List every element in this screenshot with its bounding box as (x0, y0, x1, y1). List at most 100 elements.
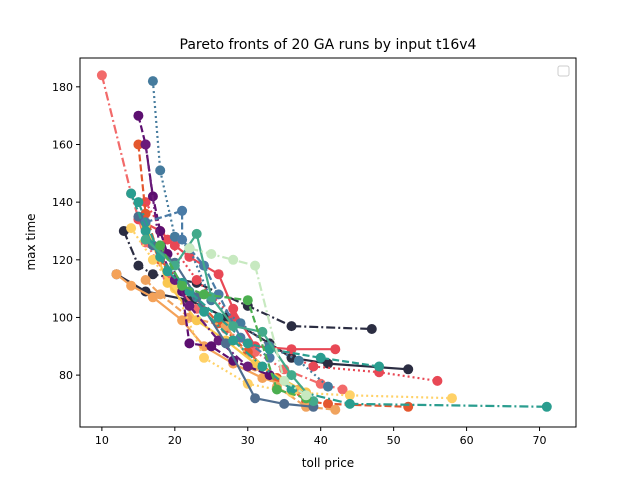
data-point (541, 401, 552, 412)
data-point (184, 251, 195, 262)
data-point (293, 355, 304, 366)
data-point (177, 280, 188, 291)
data-point (323, 381, 333, 392)
data-point (155, 165, 166, 176)
data-point (155, 289, 166, 300)
data-point (191, 315, 202, 326)
data-point (242, 295, 253, 306)
series-line (144, 279, 336, 411)
data-point (432, 375, 443, 386)
data-point (228, 303, 239, 314)
data-point (344, 390, 355, 401)
data-point (140, 139, 151, 150)
data-point (315, 352, 326, 363)
data-point (147, 76, 158, 87)
series-layer (96, 70, 552, 415)
data-point (133, 211, 144, 222)
data-point (279, 375, 290, 386)
data-point (206, 341, 217, 352)
data-point (286, 321, 297, 332)
series-20 (184, 243, 312, 401)
data-point (111, 269, 122, 280)
data-point (308, 361, 319, 372)
data-point (279, 398, 290, 409)
data-point (177, 205, 188, 216)
data-point (330, 344, 341, 355)
x-axis-label: toll price (302, 456, 354, 470)
data-point (403, 401, 414, 412)
data-point (228, 254, 239, 265)
data-point (301, 390, 312, 401)
data-point (250, 260, 261, 271)
data-point (447, 393, 457, 404)
data-point (191, 275, 202, 285)
data-point (133, 139, 144, 150)
data-point (177, 234, 188, 245)
x-tick-label: 60 (460, 434, 474, 447)
y-tick-label: 180 (52, 81, 73, 94)
y-tick-label: 160 (52, 138, 73, 151)
data-point (228, 321, 239, 332)
data-point (257, 326, 268, 337)
series-line (144, 232, 315, 402)
data-point (286, 370, 297, 381)
data-point (403, 364, 414, 375)
data-point (140, 234, 151, 245)
data-point (257, 361, 268, 372)
series-line (159, 244, 307, 400)
series-line (144, 201, 438, 382)
series-9 (126, 223, 457, 404)
data-point (213, 312, 224, 323)
data-point (169, 240, 180, 251)
data-point (374, 361, 385, 372)
data-point (250, 393, 261, 404)
data-point (133, 260, 144, 271)
x-tick-label: 40 (314, 434, 328, 447)
data-point (184, 338, 195, 349)
x-tick-label: 20 (168, 434, 182, 447)
data-point (191, 228, 202, 239)
data-point (337, 384, 348, 395)
data-point (220, 321, 231, 332)
data-point (133, 110, 144, 121)
data-point (126, 223, 137, 234)
data-point (323, 398, 333, 409)
x-tick-label: 70 (533, 434, 547, 447)
series-2 (111, 269, 414, 375)
series-17 (133, 197, 552, 412)
data-point (184, 243, 195, 254)
data-point (155, 240, 166, 251)
x-tick-label: 50 (387, 434, 401, 447)
data-point (330, 404, 341, 415)
chart-title: Pareto fronts of 20 GA runs by input t16… (180, 37, 477, 53)
x-tick-label: 10 (95, 434, 109, 447)
data-point (96, 70, 107, 81)
series-line (130, 227, 453, 400)
data-point (126, 280, 137, 291)
data-point (184, 300, 195, 311)
data-point (242, 338, 253, 349)
y-tick-label: 80 (59, 369, 73, 382)
data-point (199, 352, 209, 363)
data-point (147, 269, 158, 280)
x-axis: 10 20 30 40 50 60 70 (95, 427, 547, 447)
series-18 (140, 228, 319, 407)
data-point (199, 289, 209, 300)
plot-frame (79, 57, 577, 428)
data-point (133, 197, 144, 208)
data-point (344, 398, 355, 409)
y-tick-label: 140 (52, 196, 73, 209)
data-point (199, 341, 209, 352)
y-axis: 80 100 120 140 160 180 (52, 81, 80, 382)
x-tick-label: 30 (241, 434, 255, 447)
data-point (140, 275, 151, 285)
data-point (126, 188, 137, 199)
data-point (228, 335, 239, 346)
data-point (271, 384, 282, 395)
series-line (115, 273, 409, 371)
data-point (323, 358, 333, 369)
data-point (366, 324, 377, 334)
data-point (199, 306, 209, 317)
data-point (213, 269, 224, 280)
